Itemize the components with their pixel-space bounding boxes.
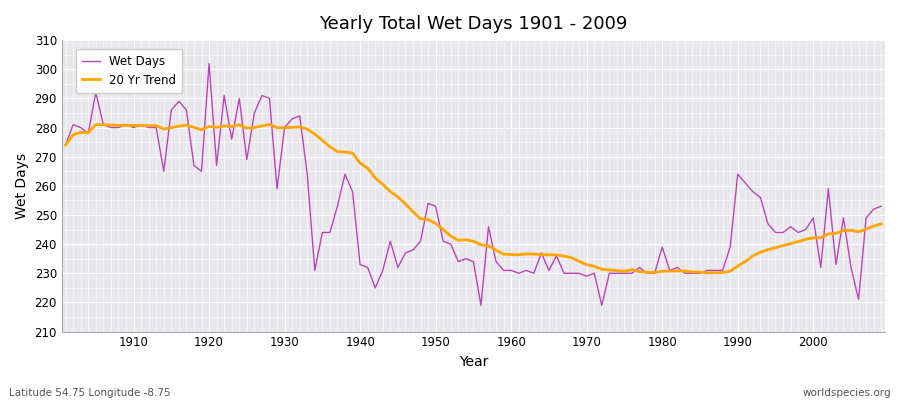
20 Yr Trend: [339, 150, 350, 154]
Wet Days: [203, 61, 214, 66]
20 Yr Trend: [121, 123, 131, 128]
Y-axis label: Wet Days: Wet Days: [15, 153, 29, 219]
Wet Days: [121, 122, 131, 127]
Wet Days: [513, 271, 524, 276]
Line: 20 Yr Trend: 20 Yr Trend: [66, 124, 881, 273]
20 Yr Trend: [513, 252, 524, 257]
X-axis label: Year: Year: [459, 355, 488, 369]
Wet Days: [876, 204, 886, 209]
Title: Yearly Total Wet Days 1901 - 2009: Yearly Total Wet Days 1901 - 2009: [320, 15, 627, 33]
Legend: Wet Days, 20 Yr Trend: Wet Days, 20 Yr Trend: [76, 49, 182, 93]
20 Yr Trend: [876, 222, 886, 226]
20 Yr Trend: [264, 122, 274, 127]
Wet Days: [60, 143, 71, 148]
20 Yr Trend: [294, 124, 305, 129]
Wet Days: [611, 271, 622, 276]
Wet Days: [521, 268, 532, 273]
Text: worldspecies.org: worldspecies.org: [803, 388, 891, 398]
Wet Days: [475, 303, 486, 308]
Wet Days: [339, 172, 350, 176]
20 Yr Trend: [702, 270, 713, 275]
20 Yr Trend: [506, 252, 517, 257]
Text: Latitude 54.75 Longitude -8.75: Latitude 54.75 Longitude -8.75: [9, 388, 171, 398]
Wet Days: [294, 114, 305, 118]
Line: Wet Days: Wet Days: [66, 64, 881, 305]
20 Yr Trend: [604, 268, 615, 272]
20 Yr Trend: [60, 143, 71, 148]
